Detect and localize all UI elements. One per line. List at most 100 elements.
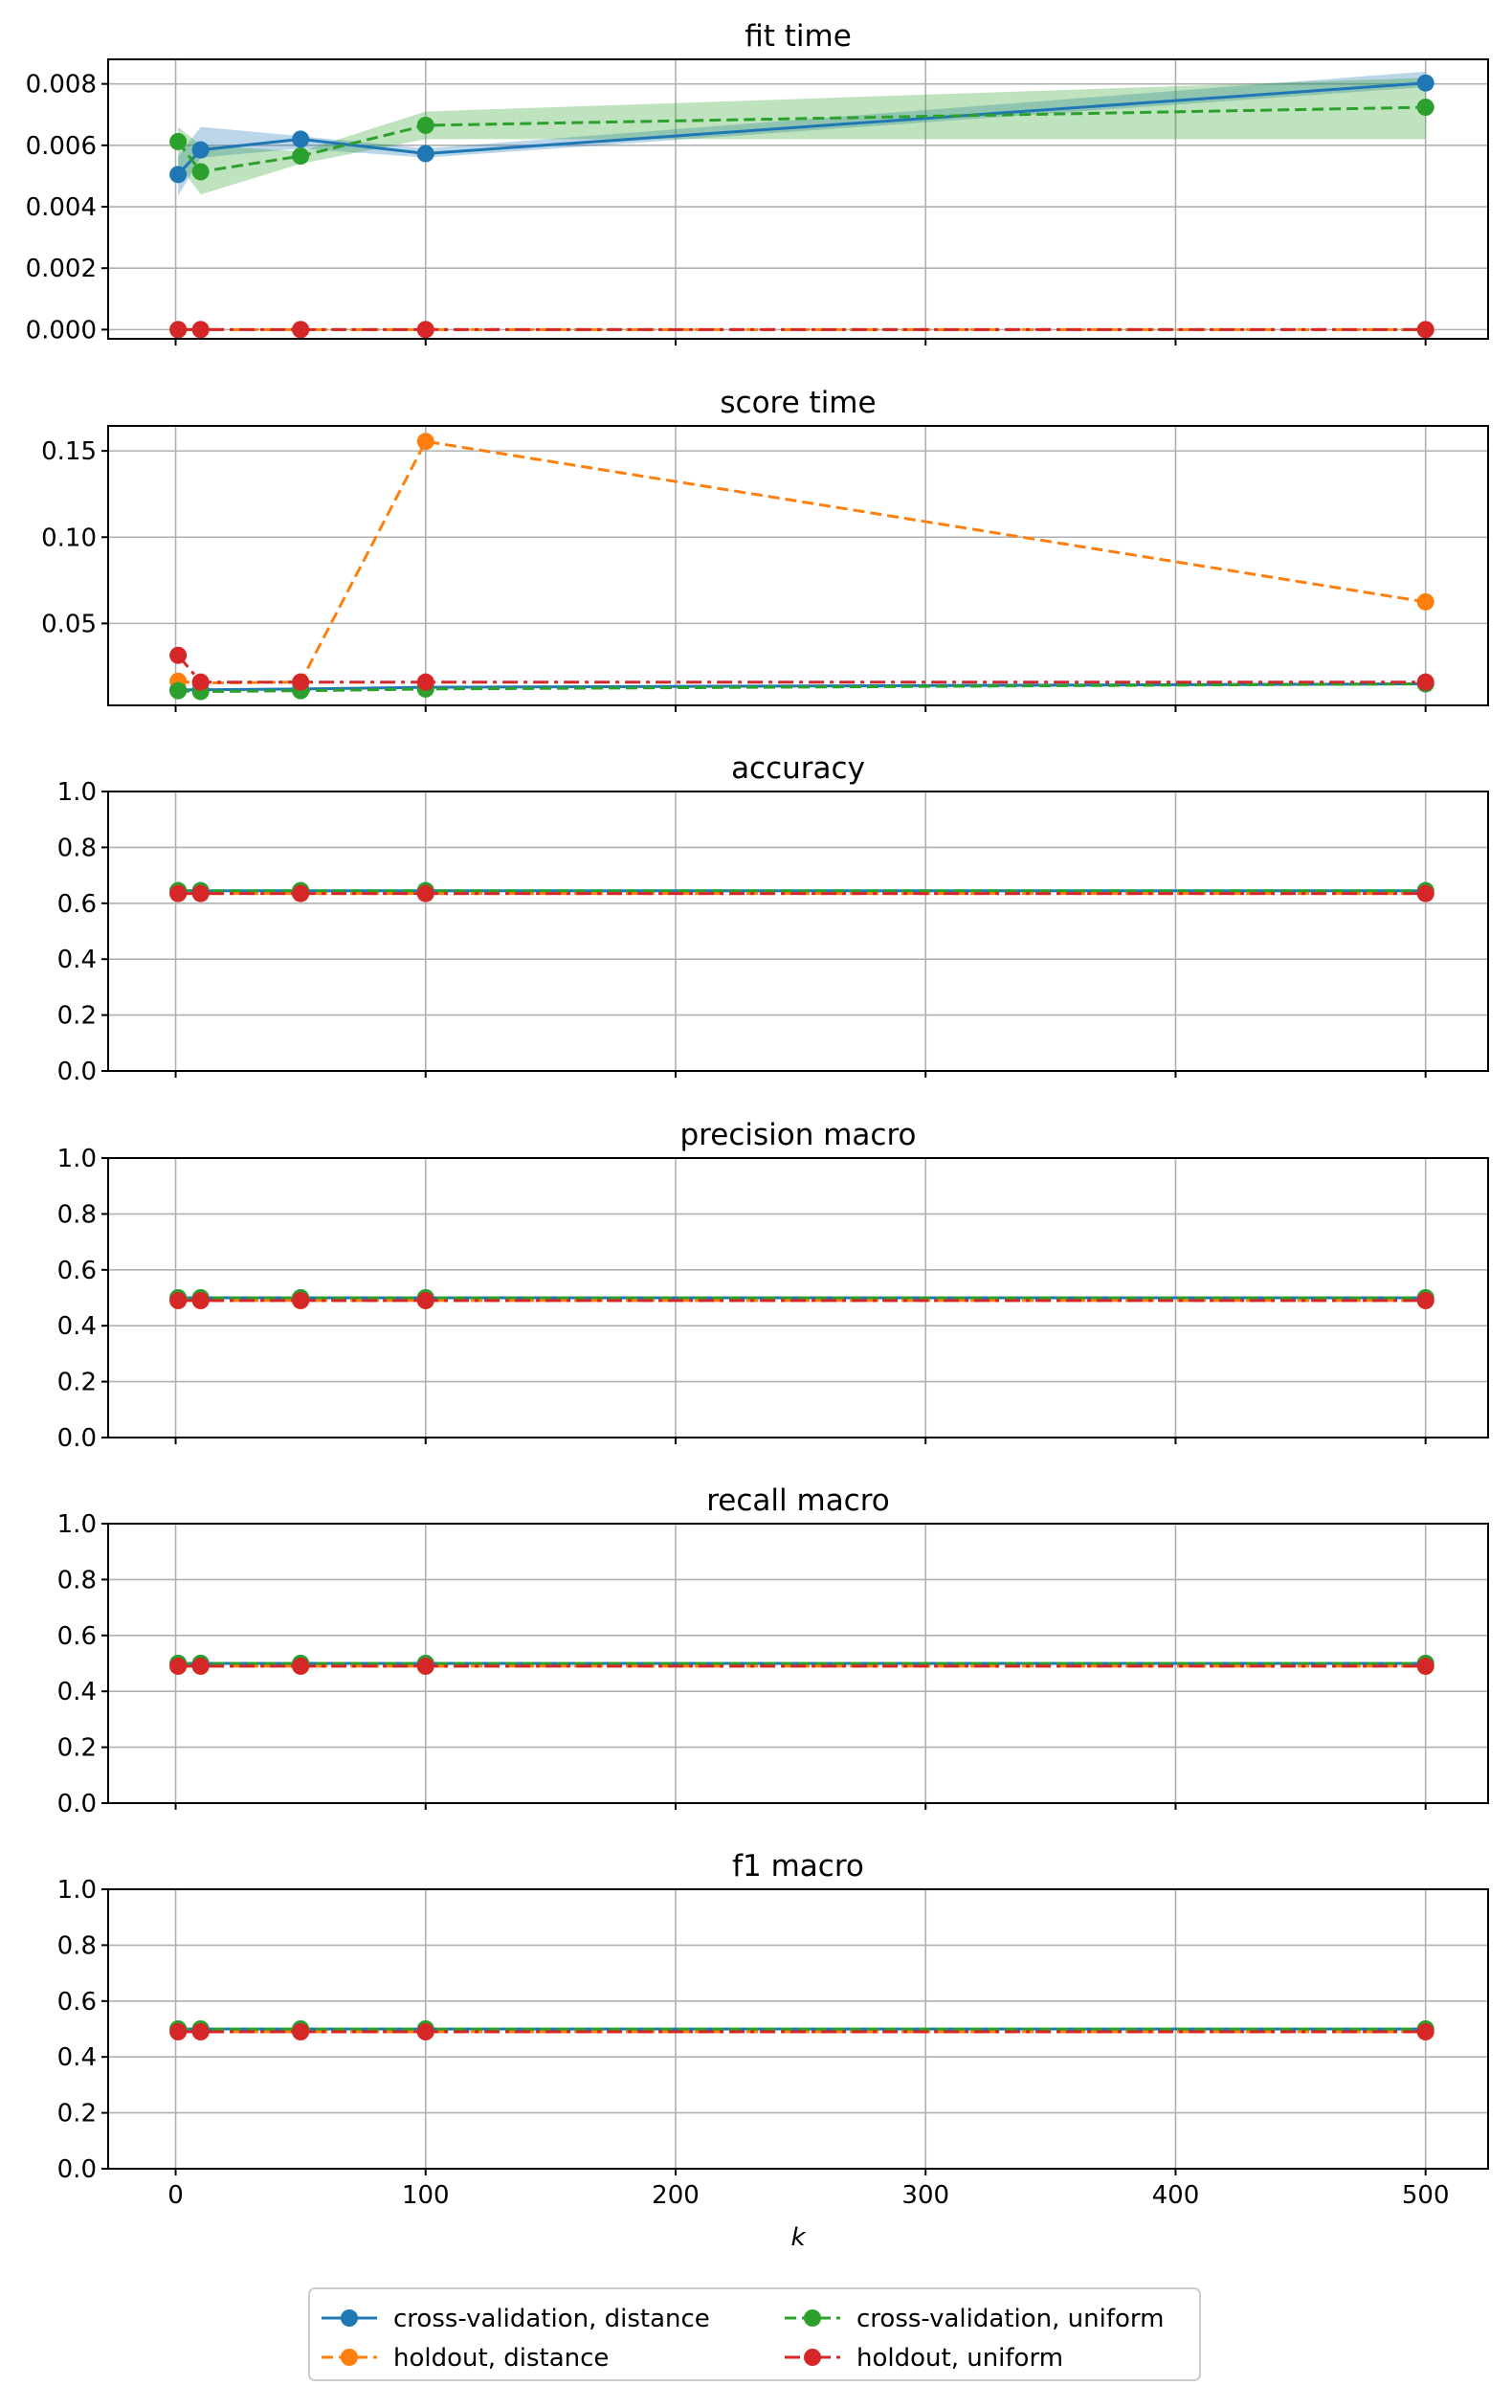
data-point-ho_uniform <box>191 884 210 903</box>
data-point-cv_uniform <box>416 116 434 134</box>
legend-label: cross-validation, uniform <box>856 2305 1164 2333</box>
data-point-cv_distance <box>416 145 434 163</box>
series-line-ho_distance <box>177 439 1426 685</box>
y-tick-label: 1.0 <box>57 778 97 807</box>
axes-frame <box>107 1888 1489 2170</box>
y-tick-label: 0.6 <box>57 890 97 919</box>
data-point-ho_uniform <box>292 673 310 691</box>
data-point-ho_uniform <box>191 673 210 691</box>
x-tick-label: 400 <box>1152 2181 1200 2210</box>
panel-title: recall macro <box>706 1483 890 1518</box>
legend-label: cross-validation, distance <box>393 2305 710 2333</box>
y-tick-label: 0.8 <box>57 834 97 862</box>
y-tick-label: 0.15 <box>41 437 97 466</box>
axes-frame <box>107 58 1489 340</box>
panel-2: accuracy 0.0 0.2 0.4 0.6 0.8 1.0 <box>57 751 1489 1086</box>
data-point-ho_uniform <box>292 321 310 339</box>
data-point-ho_uniform <box>191 1291 210 1309</box>
data-point-ho_uniform <box>416 1657 434 1675</box>
data-point-ho_uniform <box>169 1291 188 1309</box>
x-tick-label: 0 <box>167 2181 184 2210</box>
legend-marker-ho_uniform <box>804 2349 821 2366</box>
panel-title: score time <box>720 386 876 420</box>
series-line-ho_uniform <box>176 654 1426 684</box>
y-tick-label: 0.2 <box>57 1002 97 1031</box>
data-point-cv_uniform <box>1416 99 1434 117</box>
axes-frame <box>107 425 1489 706</box>
panel-0: fit time 0.000 0.002 0.004 0.006 0.008 <box>26 19 1489 346</box>
data-point-cv_distance <box>191 141 210 159</box>
data-point-ho_uniform <box>416 884 434 903</box>
legend: cross-validation, distance cross-validati… <box>308 2287 1201 2381</box>
x-tick-label: 300 <box>901 2181 949 2210</box>
data-point-ho_uniform <box>292 884 310 903</box>
y-tick-label: 0.006 <box>26 132 97 161</box>
data-point-ho_uniform <box>1416 884 1434 903</box>
data-point-ho_uniform <box>1416 321 1434 339</box>
legend-marker-cv_uniform <box>804 2309 821 2327</box>
y-tick-label: 0.000 <box>26 316 97 345</box>
data-point-cv_uniform <box>292 147 310 166</box>
y-tick-label: 0.0 <box>57 1790 97 1818</box>
axes-frame <box>107 1523 1489 1804</box>
legend-marker-ho_distance <box>341 2349 358 2366</box>
y-tick-label: 0.2 <box>57 1734 97 1763</box>
panel-title: fit time <box>745 19 852 54</box>
legend-label: holdout, uniform <box>856 2344 1063 2373</box>
x-tick-label: 500 <box>1402 2181 1450 2210</box>
data-point-ho_uniform <box>191 2022 210 2040</box>
data-point-ho_uniform <box>1416 1291 1434 1309</box>
y-tick-label: 0.0 <box>57 1424 97 1453</box>
y-tick-label: 0.8 <box>57 1566 97 1594</box>
data-point-ho_uniform <box>292 1291 310 1309</box>
data-point-ho_uniform <box>191 1657 210 1675</box>
y-tick-label: 0.008 <box>26 71 97 100</box>
y-tick-label: 0.8 <box>57 1200 97 1229</box>
y-tick-label: 0.0 <box>57 2155 97 2184</box>
data-point-ho_distance <box>416 433 434 451</box>
data-point-ho_uniform <box>169 321 188 339</box>
y-tick-label: 1.0 <box>57 1876 97 1905</box>
legend-label: holdout, distance <box>393 2344 609 2373</box>
data-point-cv_distance <box>1416 74 1434 92</box>
y-tick-label: 0.6 <box>57 1257 97 1285</box>
data-point-cv_uniform <box>169 132 188 150</box>
y-tick-label: 0.6 <box>57 1988 97 2017</box>
x-tick-label: 200 <box>652 2181 700 2210</box>
axes-frame <box>107 1157 1489 1438</box>
y-tick-label: 0.2 <box>57 2100 97 2129</box>
data-point-ho_uniform <box>416 1291 434 1309</box>
y-tick-label: 0.8 <box>57 1931 97 1960</box>
data-point-ho_distance <box>1416 592 1434 611</box>
y-tick-label: 0.6 <box>57 1622 97 1651</box>
legend-marker-cv_distance <box>341 2309 358 2327</box>
data-point-ho_uniform <box>1416 2022 1434 2040</box>
panel-title: f1 macro <box>732 1849 864 1884</box>
y-tick-label: 0.004 <box>26 193 97 222</box>
y-tick-label: 1.0 <box>57 1145 97 1173</box>
panel-title: accuracy <box>731 751 865 786</box>
legend-frame <box>308 2287 1201 2381</box>
panel-5: f1 macro 0.0 0.2 0.4 0.6 0.8 1.0 0 100 200 300 400 5… <box>57 1849 1489 2210</box>
panel-title: precision macro <box>680 1118 917 1152</box>
data-point-ho_uniform <box>191 321 210 339</box>
data-point-ho_uniform <box>169 2022 188 2040</box>
data-point-ho_uniform <box>416 2022 434 2040</box>
y-tick-label: 0.2 <box>57 1369 97 1397</box>
data-point-ho_uniform <box>416 673 434 691</box>
data-point-ho_uniform <box>416 321 434 339</box>
data-point-ho_uniform <box>292 2022 310 2040</box>
data-point-ho_uniform <box>169 1657 188 1675</box>
y-tick-label: 0.4 <box>57 2043 97 2072</box>
y-tick-label: 0.002 <box>26 255 97 283</box>
axes-frame <box>107 791 1489 1072</box>
confidence-band-cv_distance <box>178 71 1426 196</box>
y-tick-label: 0.10 <box>41 524 97 552</box>
y-tick-label: 0.4 <box>57 946 97 974</box>
y-tick-label: 0.4 <box>57 1678 97 1706</box>
panel-1: score time 0.05 0.10 0.15 <box>41 386 1489 712</box>
data-point-ho_uniform <box>169 884 188 903</box>
x-tick-label: 100 <box>402 2181 450 2210</box>
panel-3: precision macro 0.0 0.2 0.4 0.6 0.8 1.0 <box>57 1118 1489 1453</box>
